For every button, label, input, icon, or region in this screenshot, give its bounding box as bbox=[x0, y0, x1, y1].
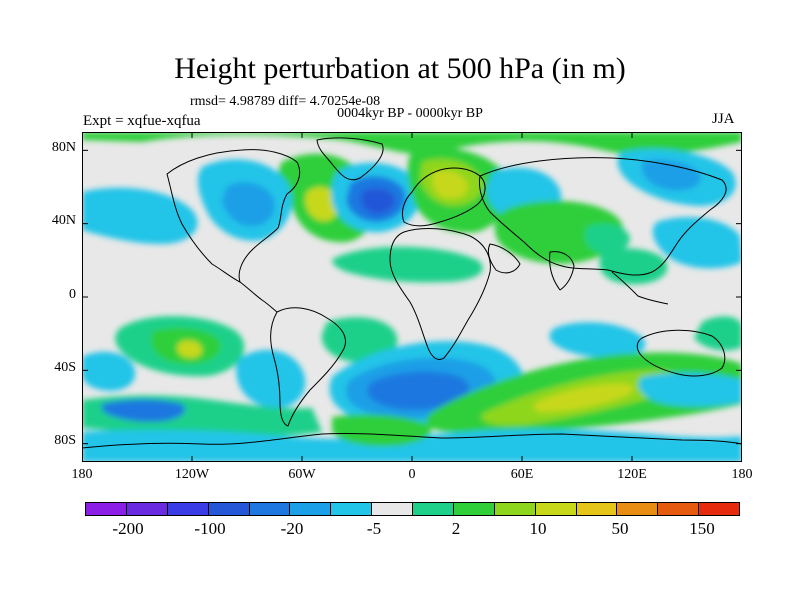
contour-pacific-low bbox=[652, 217, 742, 269]
contour-north-pacific-low bbox=[82, 187, 198, 244]
contour-south-pacific-west-low bbox=[82, 351, 136, 391]
colorbar-swatch bbox=[126, 503, 168, 515]
coastline-india bbox=[549, 251, 575, 291]
contour-atlantic-30n-positive bbox=[332, 246, 483, 283]
y-tick-label-80n: 80N bbox=[51, 140, 76, 155]
contour-arctic-positive bbox=[82, 132, 742, 156]
chart-title: Height perturbation at 500 hPa (in m) bbox=[174, 52, 626, 85]
contour-greenland-high bbox=[305, 187, 339, 222]
colorbar-swatch bbox=[535, 503, 577, 515]
x-tick-label-180w: 180 bbox=[71, 467, 93, 482]
season-label: JJA bbox=[712, 111, 735, 127]
coastline-southeast-asia bbox=[611, 271, 669, 305]
colorbar-swatch bbox=[658, 503, 700, 515]
colorbar-label: 50 bbox=[611, 519, 629, 538]
y-tick-label-40n: 40N bbox=[51, 213, 76, 228]
coastline-asia bbox=[479, 157, 727, 276]
colorbar-swatch bbox=[249, 503, 291, 515]
colorbar-label: 2 bbox=[451, 519, 461, 538]
contour-siberia-core bbox=[641, 159, 701, 191]
coastline-north-america bbox=[166, 149, 301, 283]
coastline-south-america bbox=[270, 307, 346, 427]
colorbar-swatch bbox=[699, 503, 739, 515]
colorbar-swatch bbox=[413, 503, 454, 515]
colorbar-label: 10 bbox=[529, 519, 547, 538]
map-panel bbox=[82, 132, 742, 462]
x-tick-label-60w: 60W bbox=[288, 467, 316, 482]
contour-ne-atlantic-low-core bbox=[360, 188, 395, 214]
colorbar-swatch bbox=[617, 503, 659, 515]
contour-south-america-low bbox=[236, 349, 306, 409]
contour-scandinavia-core bbox=[432, 170, 468, 199]
contour-australia-low bbox=[638, 372, 742, 407]
coastline-arabia bbox=[487, 243, 521, 274]
contour-indian-ocean-low bbox=[549, 322, 646, 358]
contour-asia-high-core bbox=[584, 223, 630, 254]
coastlines bbox=[82, 137, 742, 449]
stats-text: rmsd= 4.98789 diff= 4.70254e-08 bbox=[190, 94, 381, 109]
y-tick-label-40s: 40S bbox=[54, 360, 76, 375]
coastline-antarctica bbox=[82, 432, 742, 449]
x-tick-label-0: 0 bbox=[408, 467, 416, 482]
contour-north-america-low-core bbox=[222, 182, 275, 227]
experiment-label: Expt = xqfue-xqfua bbox=[83, 113, 201, 129]
contour-south-pacific-high-core bbox=[177, 340, 202, 358]
colorbar-swatch bbox=[208, 503, 250, 515]
coastline-greenland bbox=[316, 137, 384, 181]
coastline-central-america bbox=[239, 281, 278, 313]
y-tick-label-80s: 80S bbox=[54, 433, 76, 448]
contour-south-atlantic-low-core bbox=[367, 371, 469, 410]
colorbar-swatch bbox=[576, 503, 618, 515]
contour-antarctic-negative bbox=[82, 429, 742, 462]
colorbar-label: -20 bbox=[280, 519, 304, 538]
colorbar-label: -5 bbox=[366, 519, 382, 538]
period-subtitle: 0004kyr BP - 0000kyr BP bbox=[337, 106, 483, 121]
y-tick-label-0: 0 bbox=[69, 287, 76, 302]
axis-ticks bbox=[82, 132, 742, 462]
colorbar-swatch bbox=[86, 503, 127, 515]
colorbar-swatch bbox=[167, 503, 209, 515]
coastline-australia bbox=[636, 329, 726, 377]
x-tick-label-120e: 120E bbox=[617, 467, 647, 482]
x-tick-label-60e: 60E bbox=[510, 467, 534, 482]
colorbar-swatch bbox=[290, 503, 332, 515]
contour-fill-layer bbox=[82, 132, 742, 462]
map-svg bbox=[82, 132, 742, 462]
colorbar-label: 150 bbox=[689, 519, 715, 538]
contour-indian-ocean-high-core bbox=[533, 383, 634, 412]
colorbar-label: -100 bbox=[194, 519, 226, 538]
colorbar-label: -200 bbox=[112, 519, 144, 538]
colorbar-swatch bbox=[331, 503, 373, 515]
colorbar bbox=[85, 502, 740, 516]
contour-pacific-antarctic-low bbox=[102, 399, 186, 422]
x-tick-label-180e: 180 bbox=[731, 467, 753, 482]
coastline-africa bbox=[389, 228, 491, 361]
contour-antarctic-positive bbox=[332, 414, 432, 447]
x-tick-label-120w: 120W bbox=[174, 467, 210, 482]
contour-west-pacific-high bbox=[694, 316, 742, 351]
colorbar-swatch bbox=[494, 503, 536, 515]
colorbar-swatch bbox=[453, 503, 495, 515]
colorbar-swatch bbox=[372, 503, 413, 515]
